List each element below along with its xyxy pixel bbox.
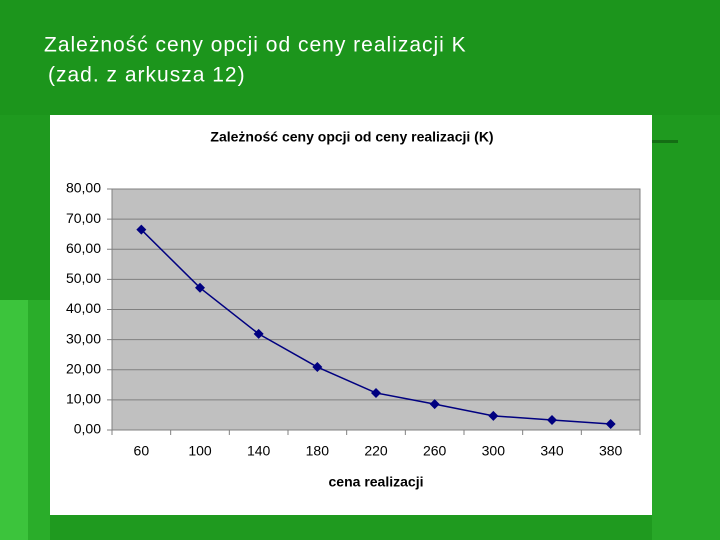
x-tick-label: 140 [247,443,271,459]
y-tick-label: 60,00 [66,240,101,256]
background-strip [28,300,50,540]
y-tick-label: 0,00 [74,421,101,437]
data-point [253,328,264,339]
x-tick-label: 300 [482,443,506,459]
data-point [312,362,323,373]
chart-title: Zależność ceny opcji od ceny realizacji … [210,129,493,145]
data-point [605,418,616,429]
x-tick-label: 100 [188,443,212,459]
y-tick-label: 80,00 [66,180,101,196]
x-axis-label: cena realizacji [329,474,424,490]
data-point [371,387,381,398]
x-tick-label: 60 [134,443,150,459]
slide-title: (zad. z arkusza 12) [48,64,246,87]
y-tick-label: 20,00 [66,360,101,376]
y-tick-label: 30,00 [66,330,101,346]
data-point [136,224,147,235]
background-strip [652,300,720,540]
x-tick-label: 260 [423,443,447,459]
x-tick-label: 380 [599,443,623,459]
data-point [429,399,440,410]
y-tick-label: 40,00 [66,300,101,316]
y-tick-label: 10,00 [66,391,101,407]
y-tick-label: 50,00 [66,270,101,286]
background-band [0,0,720,115]
x-tick-label: 340 [540,443,564,459]
x-tick-label: 180 [306,443,330,459]
data-point [488,410,499,421]
background-strip [0,300,28,540]
y-tick-label: 70,00 [66,210,101,226]
data-point [195,282,205,293]
data-point [547,415,557,426]
background-line [652,140,678,143]
x-tick-label: 220 [364,443,388,459]
slide-title: Zależność ceny opcji od ceny realizacji … [44,34,467,57]
